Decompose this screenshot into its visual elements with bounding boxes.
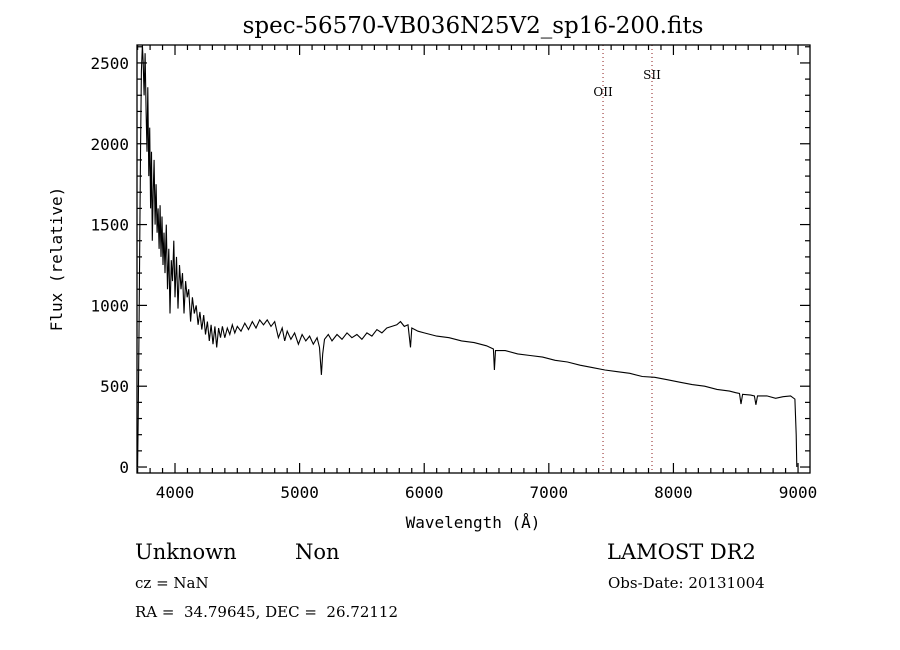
plot-frame [136, 44, 811, 474]
ra-dec-coords: RA = 34.79645, DEC = 26.72112 [135, 603, 399, 621]
y-tick-label: 500 [100, 377, 129, 396]
emission-line-label-oii: OII [593, 85, 613, 99]
obs-date: Obs-Date: 20131004 [608, 574, 765, 592]
y-tick-label: 2500 [90, 54, 129, 73]
redshift-cz: cz = NaN [135, 574, 209, 592]
subclass: Non [295, 540, 340, 564]
y-tick-label: 0 [119, 458, 129, 477]
y-axis-label: Flux (relative) [47, 187, 66, 332]
y-tick-label: 2000 [90, 135, 129, 154]
spectrum-line [137, 44, 798, 468]
x-axis-label: Wavelength (Å) [406, 513, 541, 532]
x-tick-label: 8000 [654, 483, 693, 502]
y-tick-label: 1500 [90, 216, 129, 235]
x-tick-label: 5000 [280, 483, 319, 502]
x-tick-label: 7000 [530, 483, 569, 502]
chart-title: spec-56570-VB036N25V2_sp16-200.fits [243, 13, 704, 39]
y-tick-label: 1000 [90, 296, 129, 315]
emission-line-label-sii: SII [643, 68, 661, 82]
x-tick-label: 4000 [156, 483, 195, 502]
object-class: Unknown [135, 540, 237, 564]
survey-label: LAMOST DR2 [607, 540, 756, 564]
x-tick-label: 9000 [779, 483, 818, 502]
x-tick-label: 6000 [405, 483, 444, 502]
